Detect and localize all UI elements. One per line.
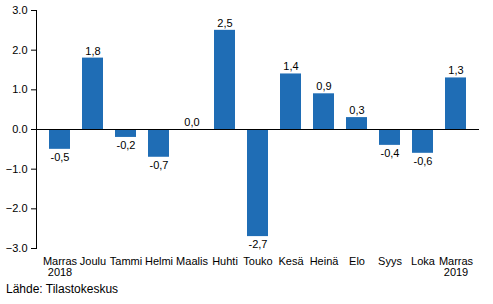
svg-text:Syys: Syys	[378, 255, 402, 267]
svg-text:−3.0: −3.0	[6, 242, 28, 254]
html-text:Lähde: Tilastokeskus: Lähde: Tilastokeskus	[6, 282, 119, 296]
svg-text:Joulu: Joulu	[80, 255, 106, 267]
svg-text:Touko: Touko	[243, 255, 272, 267]
svg-text:Marras2019: Marras2019	[439, 255, 474, 278]
svg-text:Heinä: Heinä	[310, 255, 340, 267]
svg-text:1,4: 1,4	[283, 60, 298, 72]
svg-text:2.0: 2.0	[12, 44, 27, 56]
svg-text:-0,5: -0,5	[51, 151, 70, 163]
svg-text:-0,6: -0,6	[414, 155, 433, 167]
svg-text:−1.0: −1.0	[6, 163, 28, 175]
svg-text:Marras2018: Marras2018	[43, 255, 78, 278]
svg-text:-0,4: -0,4	[381, 147, 400, 159]
svg-text:Kesä: Kesä	[278, 255, 304, 267]
svg-text:Helmi: Helmi	[145, 255, 173, 267]
svg-text:Huhti: Huhti	[212, 255, 238, 267]
svg-text:-0,7: -0,7	[150, 159, 169, 171]
svg-text:Tammi: Tammi	[110, 255, 142, 267]
svg-text:-0,2: -0,2	[117, 139, 136, 151]
svg-text:Maalis: Maalis	[176, 255, 208, 267]
svg-text:1.0: 1.0	[12, 83, 27, 95]
svg-text:0,9: 0,9	[316, 80, 331, 92]
svg-text:−2.0: −2.0	[6, 202, 28, 214]
svg-text:-2,7: -2,7	[249, 238, 268, 250]
svg-text:Elo: Elo	[349, 255, 365, 267]
svg-text:0,0: 0,0	[184, 116, 199, 128]
svg-text:1,3: 1,3	[448, 64, 463, 76]
svg-text:1,8: 1,8	[85, 45, 100, 57]
svg-text:3.0: 3.0	[12, 4, 27, 16]
svg-text:0.0: 0.0	[12, 123, 27, 135]
svg-text:Loka: Loka	[411, 255, 436, 267]
svg-text:2,5: 2,5	[217, 17, 232, 29]
svg-text:0,3: 0,3	[349, 104, 364, 116]
